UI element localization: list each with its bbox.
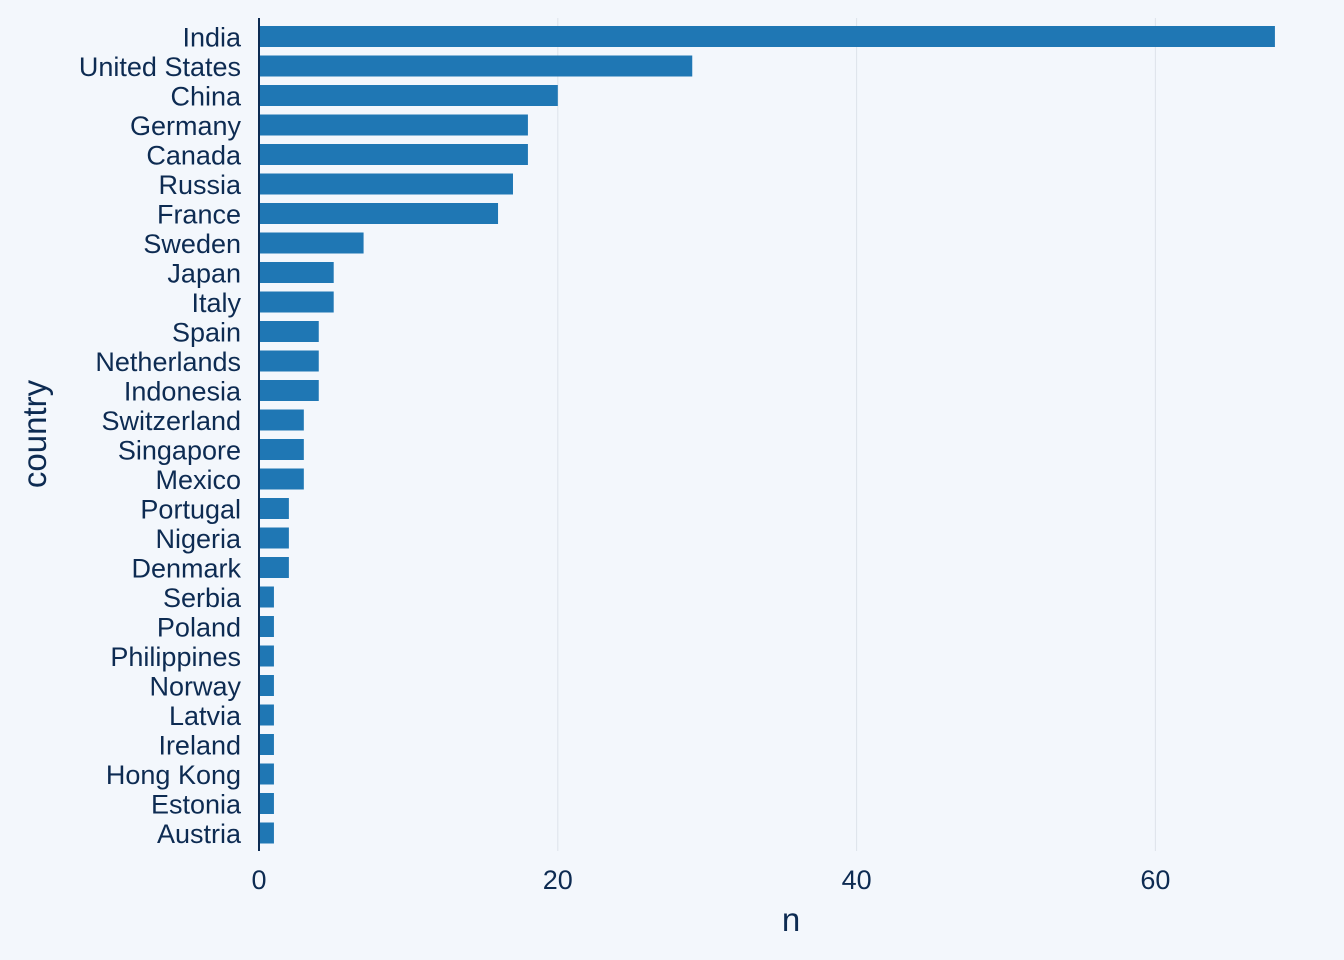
- bars: [259, 26, 1275, 844]
- y-tick-label: Japan: [167, 259, 241, 289]
- bar: [259, 144, 528, 165]
- bar: [259, 85, 558, 106]
- bar: [259, 586, 274, 608]
- y-tick-label: Nigeria: [155, 524, 242, 554]
- y-tick-label: Italy: [191, 288, 241, 318]
- bar: [259, 675, 274, 696]
- x-tick-label: 0: [251, 865, 266, 895]
- bar: [259, 321, 319, 342]
- y-tick-label: Norway: [149, 672, 241, 702]
- grid-lines: [557, 18, 1156, 851]
- bar: [259, 527, 289, 549]
- y-tick-label: Denmark: [131, 554, 241, 584]
- x-tick-label: 60: [1140, 865, 1170, 895]
- x-tick-label: 20: [543, 865, 573, 895]
- bar: [259, 409, 304, 431]
- y-tick-label: France: [157, 200, 241, 230]
- bar: [259, 557, 289, 578]
- y-tick-label: Singapore: [118, 436, 241, 466]
- bar: [259, 350, 319, 372]
- y-tick-label: Ireland: [158, 731, 241, 761]
- y-tick-label: China: [170, 82, 242, 112]
- bar: [259, 26, 1275, 47]
- bar: [259, 203, 499, 224]
- y-tick-label: Hong Kong: [106, 760, 241, 790]
- y-tick-label: Estonia: [151, 790, 242, 820]
- bar: [259, 498, 289, 519]
- bar: [259, 173, 513, 195]
- bar: [259, 291, 334, 313]
- bar: [259, 232, 364, 254]
- y-tick-label: United States: [79, 52, 241, 82]
- bar: [259, 439, 304, 460]
- y-tick-label: Canada: [146, 141, 242, 171]
- bar: [259, 616, 274, 637]
- bar: [259, 734, 274, 755]
- y-tick-label: Spain: [172, 318, 241, 348]
- y-tick-label: Poland: [157, 613, 241, 643]
- y-axis-title: country: [16, 379, 53, 488]
- bar: [259, 262, 334, 283]
- bar: [259, 468, 304, 490]
- bar: [259, 645, 274, 667]
- y-tick-label: Germany: [130, 111, 242, 141]
- bar: [259, 763, 274, 785]
- y-tick-label: Switzerland: [101, 406, 241, 436]
- y-tick-label: Portugal: [140, 495, 241, 525]
- y-tick-label: Russia: [158, 170, 242, 200]
- y-tick-label: Austria: [157, 819, 242, 849]
- bar: [259, 793, 274, 814]
- bar: [259, 114, 528, 136]
- y-tick-label: Mexico: [155, 465, 241, 495]
- y-tick-label: Indonesia: [124, 377, 242, 407]
- y-tick-label: India: [182, 23, 242, 53]
- y-tick-label: Philippines: [110, 642, 241, 672]
- x-tick-labels: 0 20 40 60: [251, 865, 1170, 895]
- y-tick-label: Serbia: [163, 583, 242, 613]
- bar: [259, 55, 693, 77]
- bar: [259, 704, 274, 726]
- y-tick-label: Sweden: [143, 229, 241, 259]
- x-axis-title: n: [782, 901, 800, 938]
- x-tick-label: 40: [842, 865, 872, 895]
- bar: [259, 822, 274, 844]
- bar: [259, 380, 319, 401]
- y-tick-label: Netherlands: [95, 347, 241, 377]
- y-tick-label: Latvia: [169, 701, 242, 731]
